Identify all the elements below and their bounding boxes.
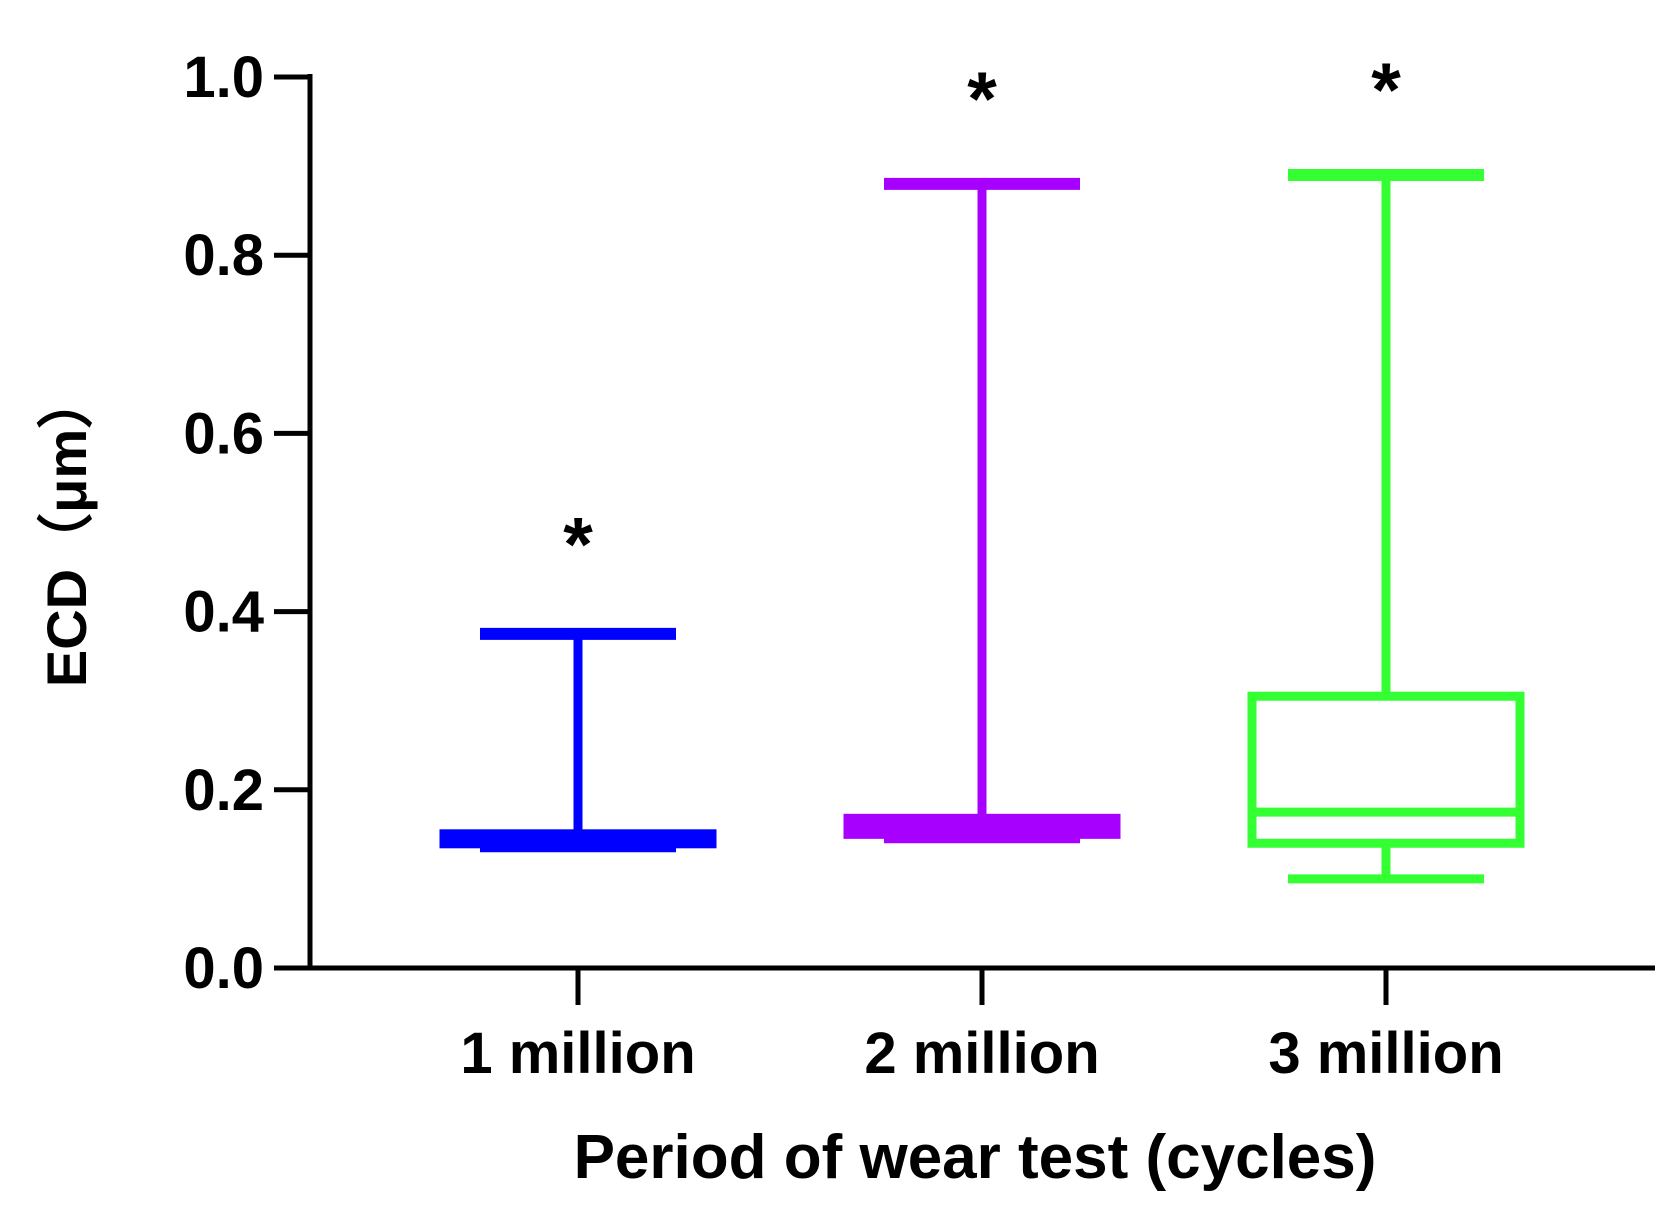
x-axis-title: Period of wear test (cycles) <box>574 1123 1377 1192</box>
y-tick-label: 0.4 <box>183 580 264 645</box>
significance-marker: * <box>1371 48 1401 133</box>
y-tick-label: 0.2 <box>183 758 264 823</box>
x-tick-label: 1 million <box>460 1021 695 1086</box>
x-tick-label: 3 million <box>1268 1021 1503 1086</box>
significance-marker: * <box>563 503 593 588</box>
y-tick-label: 0.8 <box>183 223 264 288</box>
y-axis-title: ECD（μm） <box>35 373 98 687</box>
x-tick-label: 2 million <box>864 1021 1099 1086</box>
plot-area: 0.0 0.2 0.4 0.6 0.8 1.0 1 million 2 million 3 mi… <box>183 45 1655 1086</box>
box-iqr <box>1247 691 1525 848</box>
y-tick-label: 0.6 <box>183 401 264 466</box>
y-tick-label: 0.0 <box>183 936 264 1001</box>
significance-marker: * <box>967 57 997 142</box>
y-tick-label: 1.0 <box>183 45 264 110</box>
